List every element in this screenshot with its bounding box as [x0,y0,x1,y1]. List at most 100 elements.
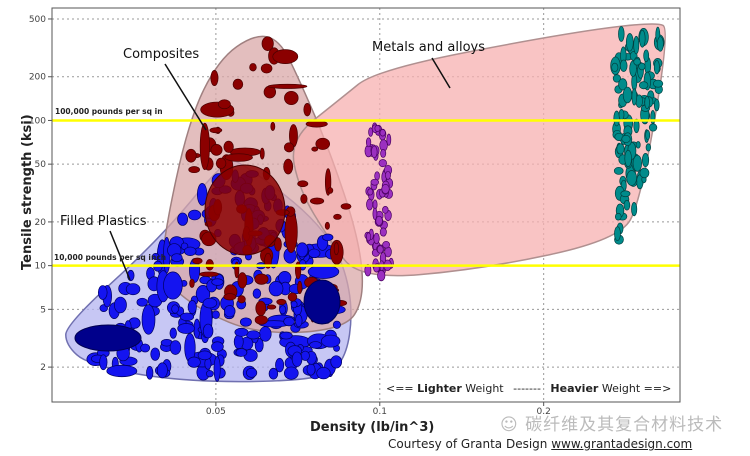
data-point [631,201,638,217]
data-point [291,351,303,367]
data-point [367,188,374,196]
data-point [199,122,210,171]
data-point [259,147,265,160]
data-point [297,280,303,295]
watermark: ☺ 碳纤维及其复合材料技术 [500,415,724,435]
data-point [618,109,625,121]
data-point [202,323,214,339]
data-point [283,142,295,153]
data-point [315,137,331,150]
data-point [187,300,197,314]
data-point [300,193,308,204]
y-tick-label: 5 [40,305,46,315]
data-point [370,178,379,186]
data-point [616,143,625,155]
data-point [620,190,631,198]
x-tick-label: 0.05 [206,407,226,417]
data-point [332,320,341,329]
data-point [249,63,257,72]
data-point [150,347,161,361]
x-tick-label: 0.1 [373,407,387,417]
wechat-icon: ☺ [500,415,526,435]
data-point [233,334,244,350]
data-point [375,215,383,226]
data-point [633,118,640,134]
data-point [106,364,138,378]
data-point [378,159,387,168]
data-point [205,370,214,378]
data-point [300,350,310,361]
annotation-arrow-composites [164,63,207,131]
data-point [365,137,372,148]
data-point [125,283,141,296]
data-point [656,36,664,52]
data-point [284,90,299,106]
data-point [99,354,108,371]
data-point [188,209,202,221]
data-point [618,78,628,91]
data-point [364,264,372,277]
data-point [303,103,312,117]
data-point [97,285,108,300]
data-point [187,356,201,368]
data-point [368,127,374,137]
data-point [626,170,638,186]
data-point [294,261,302,280]
data-point [296,242,309,258]
data-point [283,316,295,327]
data-point [283,366,299,380]
data-point [641,152,650,168]
data-point [631,88,638,106]
data-point [382,240,390,249]
data-point [234,261,240,279]
data-point [171,253,183,263]
annotation-composites: Composites [123,47,199,62]
data-point [385,170,391,180]
data-point [252,288,262,299]
data-point [307,264,340,279]
data-point [624,149,632,168]
data-point [234,327,249,337]
data-point [648,123,658,132]
data-point [639,167,650,179]
annotation-metals: Metals and alloys [372,40,485,55]
data-point [287,292,298,302]
data-point [184,246,197,256]
data-point [379,227,387,237]
data-point [199,271,219,277]
data-point [380,149,387,158]
data-point [645,143,651,152]
data-point [272,49,299,64]
data-point [379,129,386,137]
annotation-arrow-metals [431,57,451,89]
data-point [141,304,156,335]
data-point [267,83,308,89]
data-point [613,110,620,127]
data-point [202,297,218,309]
data-point [266,304,277,310]
data-point [151,253,160,261]
data-point [321,334,341,348]
data-point [223,140,234,153]
data-point [209,127,223,134]
data-point [211,310,220,319]
regions [65,23,666,383]
data-point [210,70,219,87]
data-point [179,312,195,322]
data-point [140,343,151,353]
data-point [224,153,253,162]
data-point [275,357,285,373]
data-point [189,278,195,288]
data-point [650,110,656,125]
data-point [635,141,641,149]
data-point [237,272,248,289]
data-point [204,164,286,256]
data-point [239,317,252,327]
data-point [618,26,625,42]
data-point [614,226,621,241]
data-point [340,203,352,210]
data-point [171,304,179,314]
credit-link[interactable]: www.grantadesign.com [551,437,693,451]
y-tick-label: 20 [35,218,47,228]
